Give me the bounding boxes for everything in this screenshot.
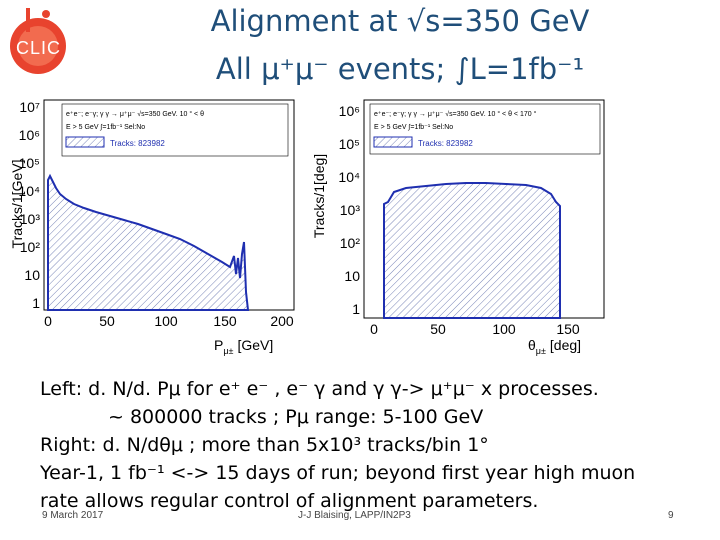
momentum-xtick: 0	[44, 313, 52, 329]
momentum-ytick: 10³	[20, 211, 41, 227]
angle-ytick: 10³	[340, 202, 361, 218]
angle-xticks: 0 50 100 150	[370, 321, 580, 337]
momentum-xtick: 50	[99, 313, 115, 329]
body-line-2: ~ 800000 tracks ; Pμ range: 5-100 GeV	[108, 406, 484, 428]
footer-page-number: 9	[668, 510, 674, 521]
momentum-histogram	[47, 173, 250, 311]
angle-legend-line1: e⁺e⁻; e⁻γ; γ γ → μ⁺μ⁻ √s=350 GeV. 10 ° <…	[374, 110, 537, 118]
angle-xtick: 100	[492, 321, 516, 337]
angle-plot-ylabel: Tracks/1[deg]	[311, 154, 327, 238]
angle-ytick: 1	[352, 301, 360, 317]
momentum-plot-ylabel: Tracks/1[GeV]	[9, 160, 25, 249]
body-line-1: Left: d. N/d. Pμ for e⁺ e⁻ , e⁻ γ and γ …	[40, 378, 599, 400]
body-line-3: Right: d. N/dθμ ; more than 5x10³ tracks…	[40, 434, 489, 456]
momentum-legend-line1: e⁺e⁻; e⁻γ; γ γ → μ⁺μ⁻ √s=350 GeV. 10 ° <…	[66, 110, 204, 118]
angle-xtick: 50	[430, 321, 446, 337]
momentum-legend-swatch	[65, 136, 105, 148]
angle-ytick: 10⁴	[338, 169, 360, 185]
momentum-ytick: 10⁵	[19, 155, 40, 171]
momentum-ytick: 10	[24, 267, 40, 283]
momentum-plot: Tracks/1[GeV] e⁺e⁻; e⁻γ; γ γ → μ⁺μ⁻ √s=3…	[9, 99, 295, 356]
clic-logo-graphic	[10, 8, 66, 74]
slide-title-line1: Alignment at √s=350 GeV	[210, 4, 590, 38]
footer-author: J-J Blaising, LAPP/IN2P3	[298, 510, 411, 521]
angle-legend-line2: E > 5 GeV ∫=1fb⁻¹ Sel:No	[374, 124, 453, 131]
angle-plot-xlabel: θμ± [deg]	[528, 337, 581, 356]
momentum-xtick: 100	[154, 313, 178, 329]
clic-logo: CLIC	[6, 6, 70, 82]
momentum-legend-line2: E > 5 GeV ∫=1fb⁻¹ Sel:No	[66, 124, 145, 131]
angle-ytick: 10⁶	[339, 103, 360, 119]
momentum-ytick: 10⁷	[19, 99, 40, 115]
momentum-plot-xlabel: Pμ± [GeV]	[214, 337, 273, 356]
slide-title-line2: All μ⁺μ⁻ events; ∫L=1fb⁻¹	[215, 52, 585, 86]
momentum-ytick: 10⁶	[19, 127, 40, 143]
angle-legend-swatch	[373, 136, 413, 148]
body-line-5: rate allows regular control of alignment…	[40, 490, 539, 512]
angle-histogram	[383, 182, 561, 319]
angle-legend-tracks: Tracks: 823982	[418, 139, 473, 148]
angle-xtick: 0	[370, 321, 378, 337]
footer-date: 9 March 2017	[42, 510, 104, 521]
angle-ytick: 10	[344, 268, 360, 284]
momentum-ytick: 10⁴	[18, 183, 40, 199]
momentum-xticks: 0 50 100 150 200	[44, 313, 294, 329]
momentum-xtick: 200	[270, 313, 294, 329]
angle-ytick: 10⁵	[339, 136, 360, 152]
body-line-4: Year-1, 1 fb⁻¹ <-> 15 days of run; beyon…	[40, 462, 636, 484]
momentum-ytick: 1	[32, 295, 40, 311]
momentum-yticks: 1 10 10² 10³ 10⁴ 10⁵ 10⁶ 10⁷	[18, 99, 40, 311]
momentum-legend-tracks: Tracks: 823982	[110, 139, 165, 148]
angle-plot: Tracks/1[deg] e⁺e⁻; e⁻γ; γ γ → μ⁺μ⁻ √s=3…	[311, 99, 605, 356]
angle-yticks: 1 10 10² 10³ 10⁴ 10⁵ 10⁶	[338, 103, 360, 317]
angle-ytick: 10²	[340, 235, 361, 251]
angle-xtick: 150	[556, 321, 580, 337]
logo-text: CLIC	[16, 38, 62, 58]
momentum-ytick: 10²	[20, 239, 41, 255]
momentum-xtick: 150	[213, 313, 237, 329]
